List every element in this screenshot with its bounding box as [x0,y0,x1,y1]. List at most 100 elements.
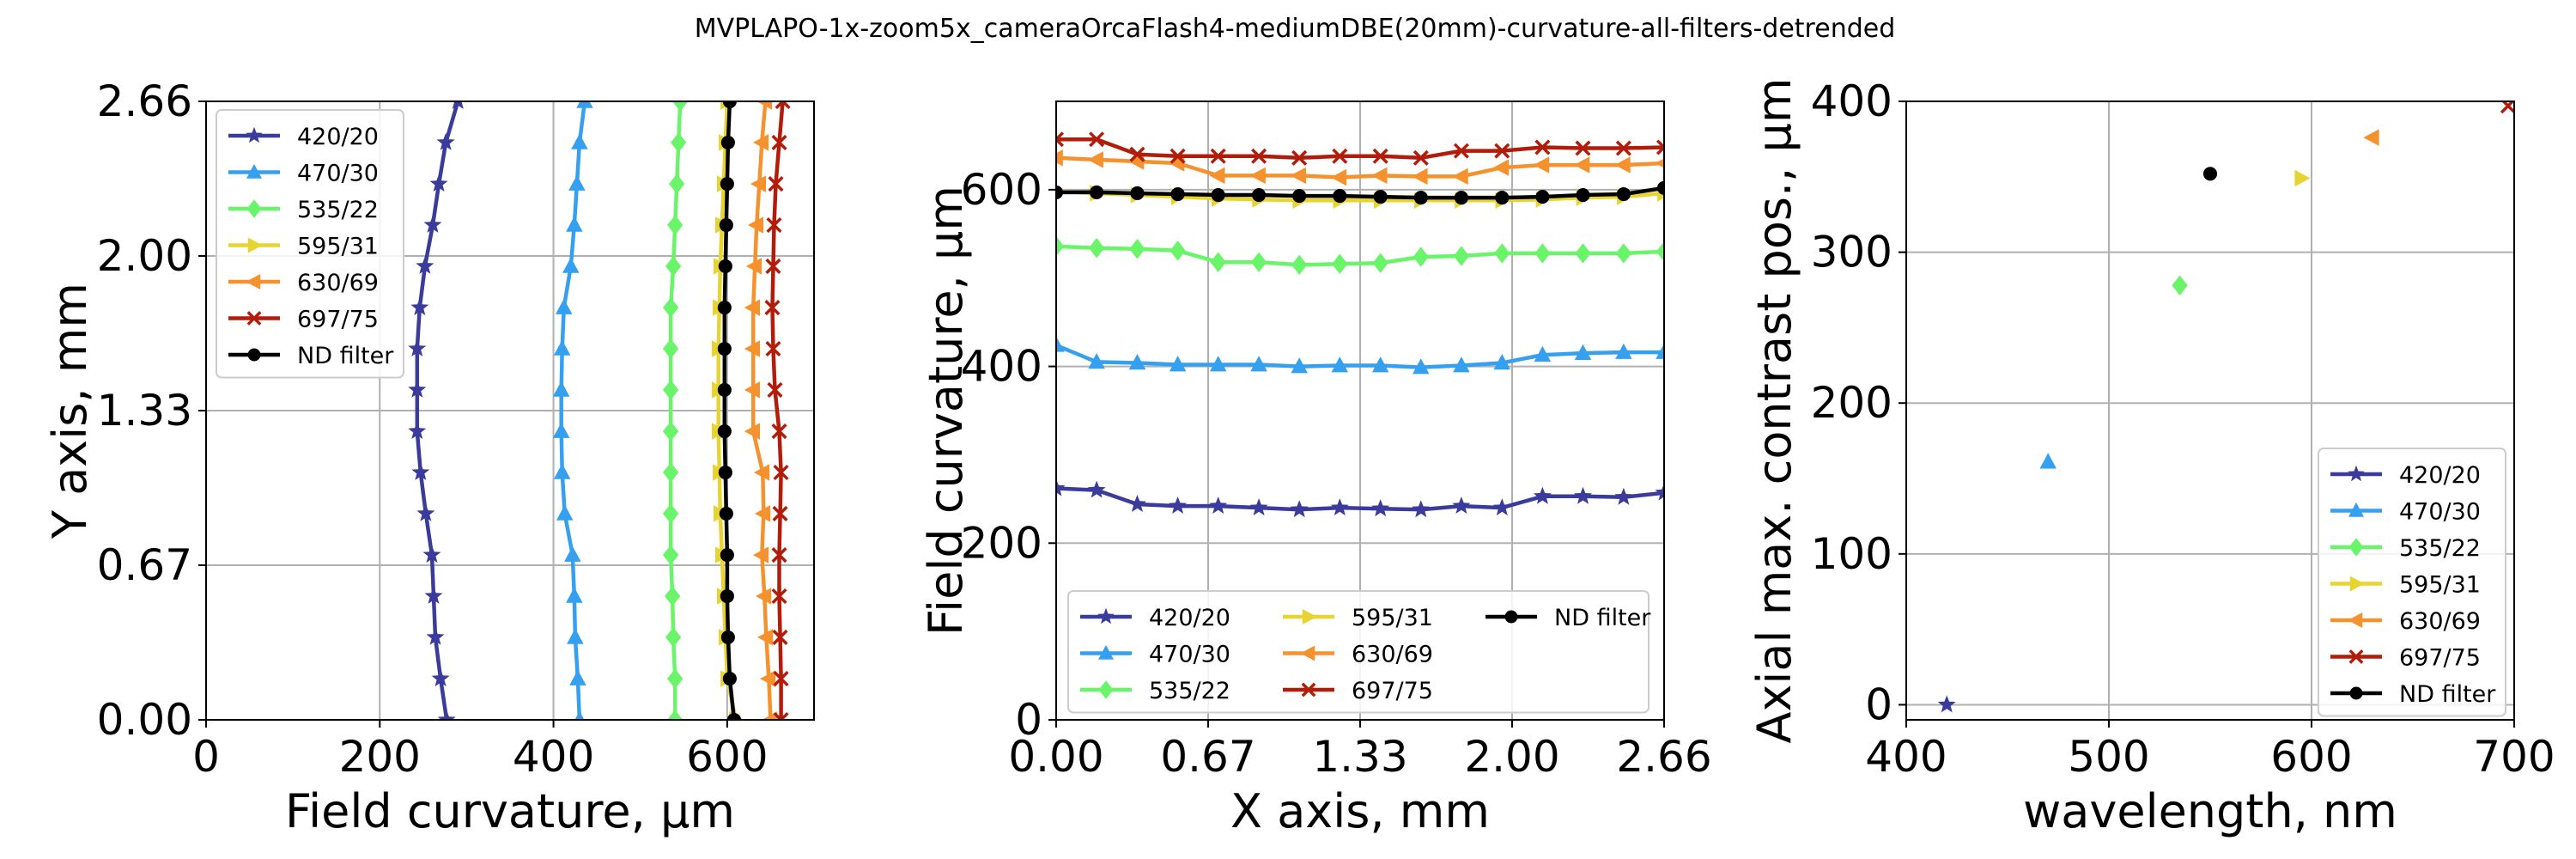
legend-item: 630/69 [228,270,379,296]
data-point [767,381,783,398]
data-point [424,587,443,604]
data-point [762,711,778,720]
series-595-31 [2294,169,2311,187]
data-point [1492,159,1510,176]
data-point [408,380,427,398]
data-point [1056,149,1063,167]
x-tick-label: 0.00 [1008,732,1103,782]
data-point [556,504,574,521]
x-axis-label: wavelength, nm [2023,784,2397,838]
data-point [1088,353,1105,369]
legend-item: ND filter [1485,605,1651,631]
legend-item: 595/31 [1283,605,1433,631]
data-point [752,546,769,564]
data-point [1413,358,1430,375]
data-point [567,628,584,644]
data-point [744,423,760,440]
data-point [771,588,787,605]
data-point [1130,186,1145,201]
legend-item: 470/30 [1080,642,1230,668]
data-point [410,298,429,315]
legend-marker [1504,610,1518,624]
data-point [437,710,456,720]
data-point [1292,188,1307,204]
data-point [1413,149,1429,166]
data-point [771,134,787,150]
data-point [1656,241,1664,262]
legend-label: 535/22 [297,197,379,223]
legend-marker [1301,682,1316,698]
x-axis-label: Field curvature, µm [285,784,735,838]
y-tick-label: 600 [961,165,1042,215]
y-tick-label: 0 [1015,695,1042,745]
data-point [665,586,681,606]
data-point [1371,167,1388,185]
legend-item: 697/75 [228,307,379,333]
data-point [720,548,734,563]
legend-label: ND filter [297,343,394,369]
legend-item: 420/20 [228,124,379,150]
data-point [1616,186,1631,202]
data-point [1534,345,1552,362]
data-point [1494,143,1510,159]
data-point [1332,148,1348,164]
data-point [1333,188,1347,204]
data-point [1209,356,1227,372]
series-line [1056,486,1664,512]
data-point [2202,167,2218,181]
data-point [663,462,679,483]
y-tick-label: 0.00 [97,695,192,745]
data-point [1210,252,1226,272]
legend-marker [1302,609,1317,624]
legend-label: 697/75 [297,307,379,333]
chart-panel-1: 0 200 400 600 0.00 0.67 1.33 2.00 2.66 Field curv… [43,76,815,838]
data-point [1413,247,1429,267]
legend-label: 470/30 [2399,499,2481,526]
data-point [1249,167,1266,185]
legend-marker [247,348,261,362]
y-tick-label: 400 [1811,76,1893,126]
data-point [1412,500,1431,518]
panels: 0 200 400 600 0.00 0.67 1.33 2.00 2.66 Field curv… [43,76,2555,838]
legend-box [1067,590,1649,714]
series-line [415,101,460,720]
legend: 420/20 470/30 535/22 595/31 630/69 697/75 ND f… [1067,590,1651,714]
plot-area [408,101,791,720]
legend-marker [1300,645,1315,661]
legend-marker [2349,576,2365,592]
data-point [720,135,735,149]
data-point [719,506,733,521]
data-point [754,505,771,522]
data-point [1291,149,1308,166]
series-line [716,101,738,720]
data-point [422,545,441,563]
data-point [772,505,788,521]
series-nd-filter [717,101,742,720]
series-line [1056,244,1664,267]
series-line [1056,186,1664,200]
data-point [1128,354,1146,370]
data-point [753,464,770,481]
legend-label: ND filter [2399,681,2496,708]
data-point [1371,499,1390,517]
legend-label: 470/30 [1149,642,1230,668]
data-point [1249,498,1268,516]
legend-marker [247,237,263,253]
data-point [756,629,774,646]
series-535-22 [663,101,689,720]
data-point [773,671,789,687]
legend-item: 535/22 [2330,535,2481,562]
data-point [408,338,427,356]
data-point [717,301,732,315]
data-point [1211,187,1225,203]
data-point [552,422,570,438]
legend-marker [246,163,262,179]
data-point [663,338,679,359]
data-point [773,464,789,481]
data-point [569,669,586,685]
data-point [1090,185,1104,200]
data-point [1534,156,1550,174]
data-point [766,216,782,234]
data-point [1290,167,1306,185]
data-point [717,341,732,356]
